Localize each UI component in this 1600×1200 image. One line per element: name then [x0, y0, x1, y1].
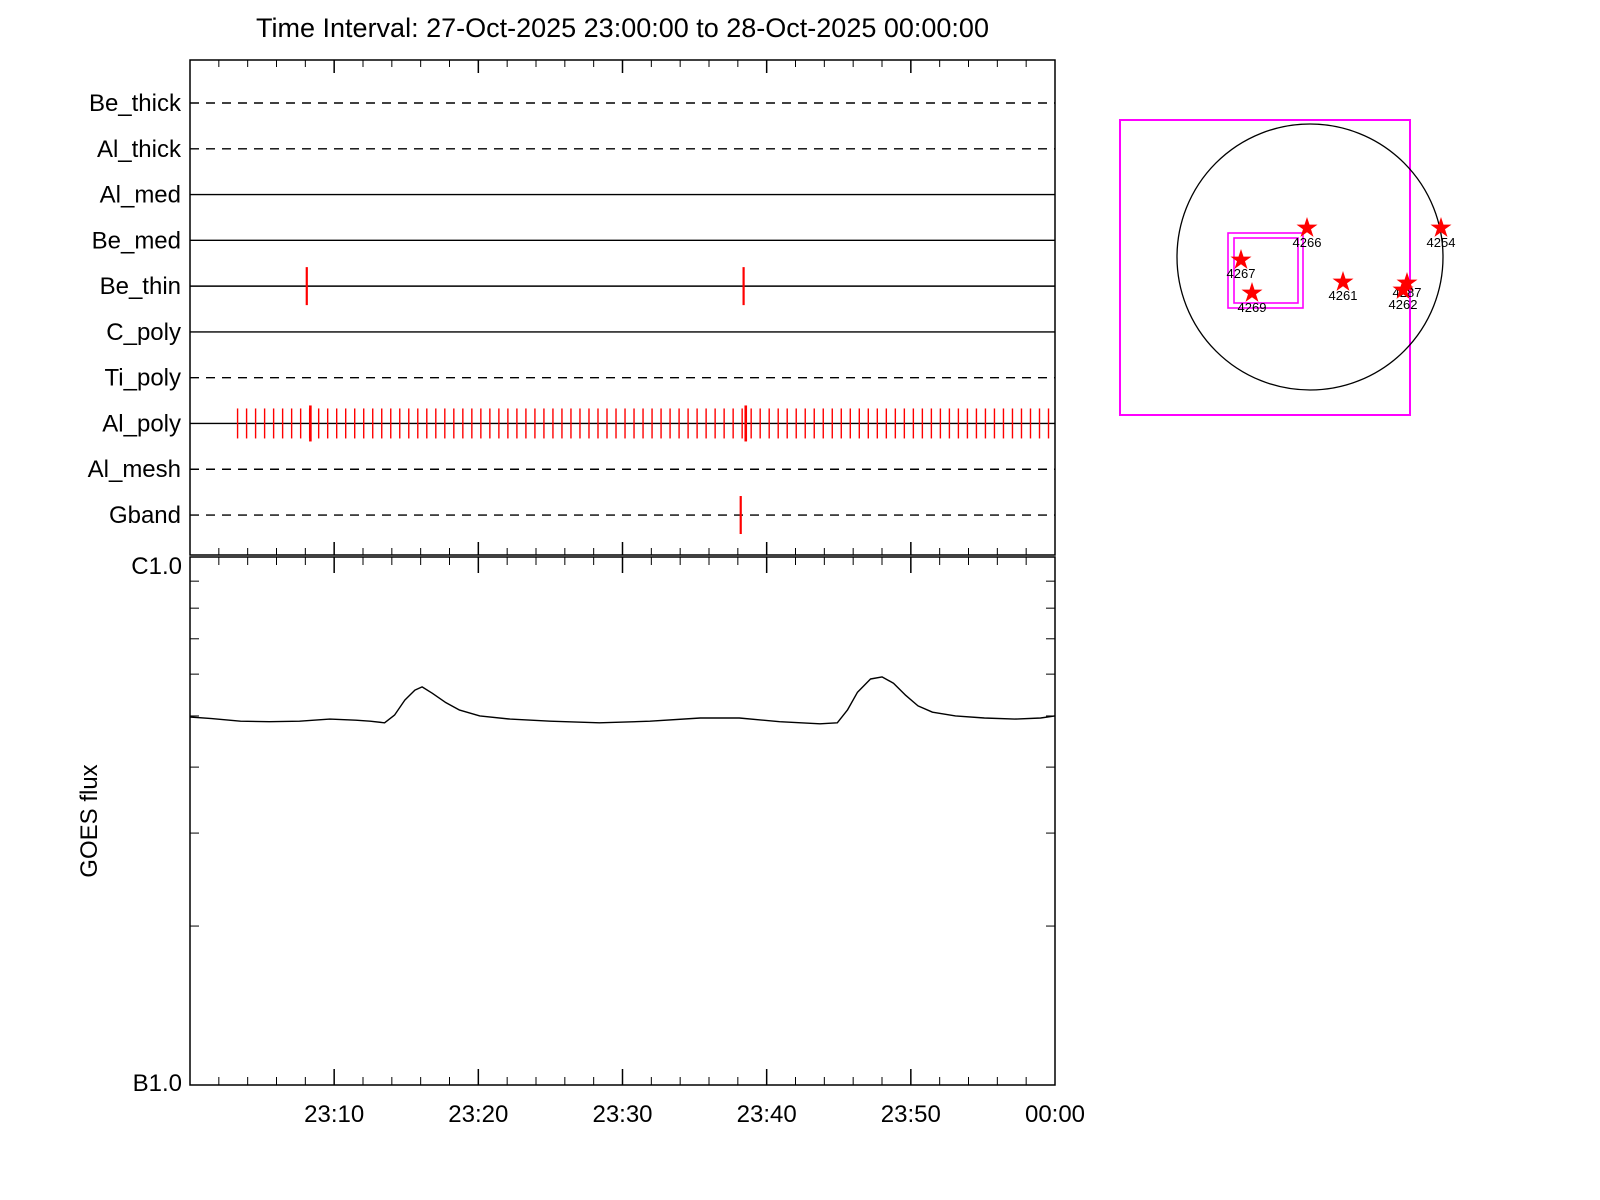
filter-row-label: Be_thick: [89, 90, 182, 117]
solar-map: 4266425442674261428742624269: [1119, 119, 1456, 416]
filter-row-label: Al_thick: [97, 136, 182, 163]
active-region-star-icon: [1392, 279, 1414, 299]
active-region-star-icon: [1296, 217, 1318, 237]
filter-row-label: Be_thin: [100, 273, 181, 300]
x-tick-label: 23:20: [448, 1101, 508, 1128]
active-region-label: 4261: [1329, 288, 1358, 303]
filter-row-label: Al_med: [100, 182, 181, 209]
chart-title: Time Interval: 27-Oct-2025 23:00:00 to 2…: [256, 13, 989, 43]
timeline-frame: [189, 59, 1056, 556]
active-region-star-icon: [1430, 217, 1452, 237]
active-region-label: 4262: [1389, 297, 1418, 312]
active-region-star-icon: [1332, 271, 1354, 291]
filter-row-label: Be_med: [92, 227, 181, 254]
filter-row-label: Gband: [109, 502, 181, 529]
active-region-label: 4254: [1427, 235, 1456, 250]
solar-limb-circle: [1176, 123, 1444, 391]
filter-row-label: C_poly: [106, 319, 181, 346]
xrt-timeline-panel: Be_thick Al_thick Al_med Be_med Be_thin C_pol…: [88, 59, 1056, 556]
filter-row-label: Ti_poly: [105, 365, 181, 392]
goes-flux-curve: [189, 676, 1056, 725]
inner-fov-rect: [1227, 232, 1304, 309]
y-top-label: C1.0: [131, 553, 182, 580]
active-region-label: 4266: [1293, 235, 1322, 250]
active-region-label: 4267: [1227, 266, 1256, 281]
active-region-label: 4269: [1238, 300, 1267, 315]
goes-frame: [189, 556, 1056, 1086]
x-tick-label: 23:10: [304, 1101, 364, 1128]
active-region-star-icon: [1230, 249, 1252, 269]
x-tick-label: 23:30: [592, 1101, 652, 1128]
y-bottom-label: B1.0: [133, 1070, 182, 1097]
x-tick-label: 23:50: [881, 1101, 941, 1128]
goes-flux-panel: 23:10 23:20 23:30 23:40 23:50 00:00 C1.0 B1.0 GO…: [76, 553, 1085, 1128]
outer-fov-rect: [1119, 119, 1411, 416]
active-region-star-icon: [1396, 272, 1418, 292]
inner-fov-rect: [1233, 237, 1299, 304]
x-tick-label: 23:40: [737, 1101, 797, 1128]
x-tick-label: 00:00: [1025, 1101, 1085, 1128]
filter-row-label: Al_mesh: [88, 456, 181, 483]
y-axis-title: GOES flux: [76, 764, 103, 877]
active-region-star-icon: [1241, 282, 1263, 302]
filter-row-label: Al_poly: [102, 410, 181, 437]
